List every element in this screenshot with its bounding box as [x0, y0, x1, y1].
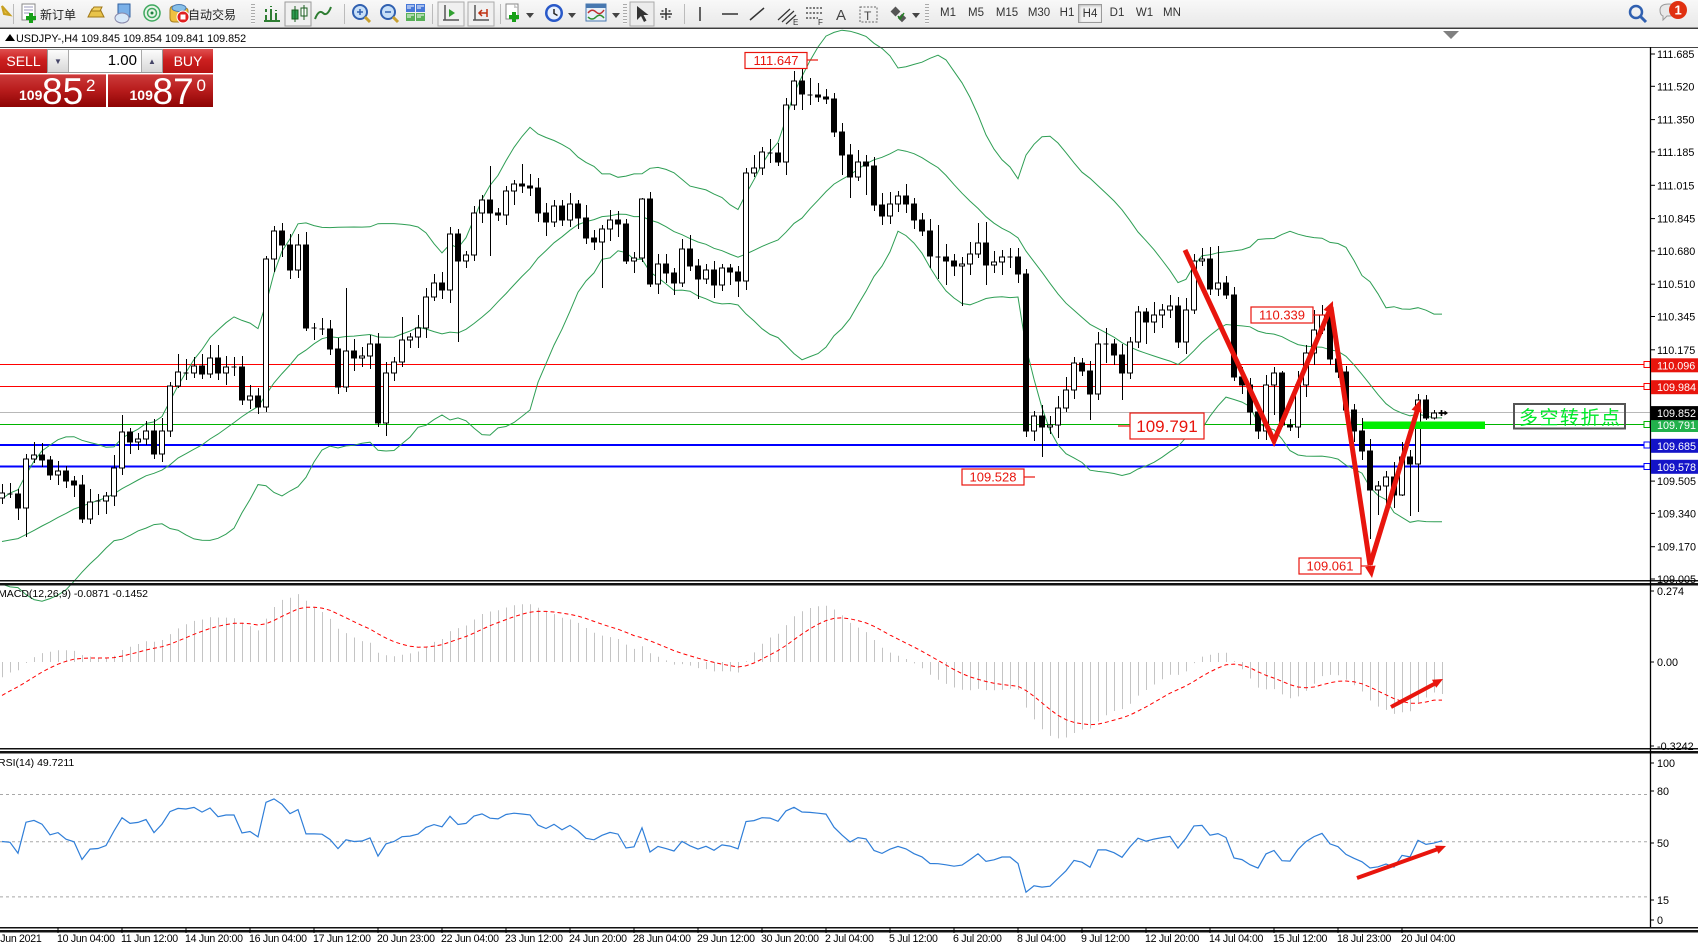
svg-text:109.852: 109.852 — [1657, 408, 1696, 420]
svg-text:23 Jun 12:00: 23 Jun 12:00 — [505, 933, 563, 945]
svg-text:22 Jun 04:00: 22 Jun 04:00 — [441, 933, 499, 945]
svg-text:110.339: 110.339 — [1259, 308, 1305, 323]
svg-text:110.096: 110.096 — [1657, 360, 1695, 372]
svg-text:11 Jun 12:00: 11 Jun 12:00 — [121, 933, 178, 945]
svg-text:111.685: 111.685 — [1657, 49, 1694, 61]
svg-text:111.015: 111.015 — [1657, 180, 1694, 192]
svg-text:12 Jul 20:00: 12 Jul 20:00 — [1145, 933, 1200, 945]
svg-text:109.061: 109.061 — [1307, 559, 1354, 574]
svg-text:F: F — [818, 18, 823, 27]
svg-text:14 Jul 04:00: 14 Jul 04:00 — [1209, 933, 1264, 945]
svg-text:20 Jul 04:00: 20 Jul 04:00 — [1401, 933, 1456, 945]
svg-text:RSI(14) 49.7211: RSI(14) 49.7211 — [0, 757, 74, 769]
svg-text:15: 15 — [1657, 895, 1669, 907]
svg-text:109.791: 109.791 — [1136, 417, 1197, 436]
svg-text:2 Jul 04:00: 2 Jul 04:00 — [825, 933, 874, 945]
svg-text:USDJPY-,H4 109.845 109.854 10: USDJPY-,H4 109.845 109.854 109.841 109.8… — [16, 33, 246, 45]
svg-text:80: 80 — [1657, 786, 1669, 798]
svg-text:28 Jun 04:00: 28 Jun 04:00 — [633, 933, 691, 945]
svg-text:24 Jun 20:00: 24 Jun 20:00 — [569, 933, 627, 945]
svg-text:109.505: 109.505 — [1657, 476, 1696, 488]
svg-text:100: 100 — [1657, 758, 1675, 770]
svg-text:0: 0 — [1657, 915, 1663, 927]
svg-text:5 Jul 12:00: 5 Jul 12:00 — [889, 933, 938, 945]
svg-text:30 Jun 20:00: 30 Jun 20:00 — [761, 933, 819, 945]
svg-text:9 Jul 12:00: 9 Jul 12:00 — [1081, 933, 1130, 945]
svg-text:A: A — [836, 7, 846, 24]
svg-text:109.791: 109.791 — [1657, 420, 1696, 432]
svg-text:109.340: 109.340 — [1657, 508, 1696, 520]
svg-text:111.350: 111.350 — [1657, 115, 1694, 127]
svg-text:109.984: 109.984 — [1657, 382, 1696, 394]
svg-text:0.00: 0.00 — [1657, 657, 1678, 669]
svg-text:109.170: 109.170 — [1657, 542, 1696, 554]
svg-text:16 Jun 04:00: 16 Jun 04:00 — [249, 933, 307, 945]
svg-text:111.520: 111.520 — [1657, 81, 1694, 93]
svg-text:109.005: 109.005 — [1657, 574, 1696, 586]
svg-text:T: T — [864, 9, 872, 23]
svg-text:9 Jun 2021: 9 Jun 2021 — [0, 933, 42, 945]
svg-text:0.274: 0.274 — [1657, 586, 1684, 598]
svg-text:15 Jul 12:00: 15 Jul 12:00 — [1273, 933, 1328, 945]
svg-text:110.175: 110.175 — [1657, 345, 1695, 357]
svg-text:18 Jul 23:00: 18 Jul 23:00 — [1337, 933, 1392, 945]
svg-text:-0.3242: -0.3242 — [1657, 741, 1694, 753]
svg-text:14 Jun 20:00: 14 Jun 20:00 — [185, 933, 243, 945]
svg-text:1: 1 — [1675, 3, 1682, 18]
svg-text:50: 50 — [1657, 838, 1669, 850]
svg-text:MACD(12,26,9) -0.0871 -0.1452: MACD(12,26,9) -0.0871 -0.1452 — [0, 588, 148, 600]
svg-text:110.345: 110.345 — [1657, 312, 1695, 324]
svg-text:109.578: 109.578 — [1657, 462, 1696, 474]
svg-text:109.528: 109.528 — [970, 470, 1017, 485]
svg-text:6 Jul 20:00: 6 Jul 20:00 — [953, 933, 1002, 945]
svg-text:111.647: 111.647 — [753, 53, 798, 68]
svg-text:8 Jul 04:00: 8 Jul 04:00 — [1017, 933, 1066, 945]
svg-text:29 Jun 12:00: 29 Jun 12:00 — [697, 933, 755, 945]
svg-text:E: E — [793, 18, 798, 27]
svg-text:17 Jun 12:00: 17 Jun 12:00 — [313, 933, 371, 945]
svg-text:10 Jun 04:00: 10 Jun 04:00 — [57, 933, 115, 945]
svg-text:110.510: 110.510 — [1657, 279, 1695, 291]
svg-text:多空转折点: 多空转折点 — [1519, 407, 1620, 429]
svg-text:109.685: 109.685 — [1657, 441, 1696, 453]
svg-text:20 Jun 23:00: 20 Jun 23:00 — [377, 933, 435, 945]
svg-text:110.680: 110.680 — [1657, 246, 1695, 258]
svg-text:111.185: 111.185 — [1657, 147, 1694, 159]
svg-text:110.845: 110.845 — [1657, 214, 1695, 226]
